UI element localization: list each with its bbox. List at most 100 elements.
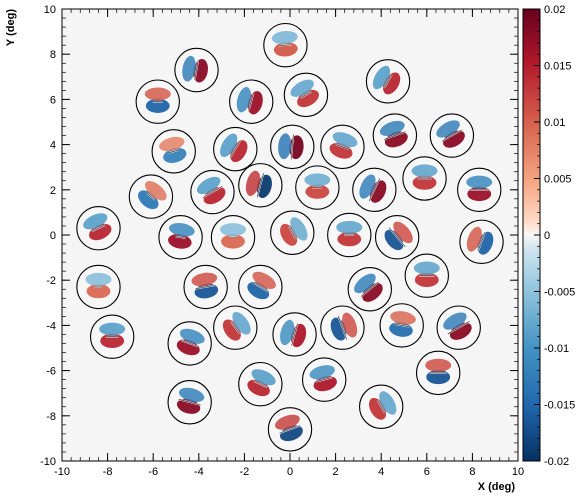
receptive-field-patch [375, 215, 419, 259]
patch-outline [358, 384, 404, 429]
patch-lobe-secondary [182, 55, 196, 82]
orientation-bar [251, 281, 270, 293]
patch-lobe-secondary [220, 223, 246, 237]
orientation-bar [447, 321, 470, 335]
x-tick-label: 6 [424, 466, 430, 478]
patch-outline [167, 321, 212, 366]
patch-outline [352, 167, 397, 213]
receptive-field-patch [284, 73, 328, 117]
patch-outline [263, 22, 308, 68]
patch-lobe-secondary [332, 132, 358, 148]
orientation-bar [279, 425, 301, 434]
y-tick-label: -8 [46, 411, 56, 423]
patch-lobe-primary [256, 174, 272, 199]
patch-lobe-secondary [271, 30, 298, 45]
colorbar: 0.02 0.015 0.01 0.005 0 -0.005 -0.01 -0.015 -0.0… [522, 4, 575, 468]
patch-outline [301, 357, 347, 402]
orientation-bar [202, 186, 223, 198]
patch-lobe-secondary [220, 133, 238, 158]
patch-outline [436, 305, 481, 350]
patch-lobe-primary [414, 272, 439, 287]
receptive-field-patch [272, 312, 317, 357]
y-tick-label: -10 [40, 456, 56, 468]
patch-outline [283, 72, 329, 118]
patch-outline [272, 312, 317, 357]
patch-lobe-secondary [179, 328, 205, 344]
receptive-field-patch [405, 254, 449, 298]
patches-layer [76, 22, 504, 452]
patch-lobe-primary [163, 147, 187, 163]
x-tick-label: 2 [333, 466, 339, 478]
x-tick-label: 10 [512, 466, 524, 478]
orientation-bar [388, 227, 406, 248]
orientation-bar [337, 315, 348, 340]
orientation-bar [175, 236, 186, 239]
receptive-field-patch [373, 113, 417, 158]
patch-outline [128, 174, 174, 219]
receptive-field-patch [158, 215, 203, 259]
orientation-bar [300, 91, 312, 99]
patch-lobe-secondary [144, 87, 171, 101]
patch-lobe-primary [412, 175, 437, 190]
colorbar-tick-label: 0.02 [544, 4, 565, 16]
patch-lobe-secondary [466, 226, 482, 252]
patch-lobe-secondary [393, 221, 413, 244]
orientation-bar [441, 129, 462, 142]
patch-outline [327, 212, 372, 258]
orientation-bar [384, 74, 393, 88]
patch-outline [167, 380, 212, 425]
patch-lobe-secondary [236, 87, 251, 113]
patch-lobe-primary [291, 323, 307, 348]
orientation-bar [194, 60, 199, 80]
receptive-field-patch [270, 211, 314, 255]
orientation-bar [477, 232, 486, 252]
patch-lobe-secondary [169, 222, 195, 237]
patch-lobe-secondary [466, 175, 493, 189]
patch-lobe-secondary [425, 358, 452, 372]
receptive-field-patch [76, 265, 121, 309]
patch-lobe-primary [467, 186, 492, 202]
receptive-field-patch [380, 303, 424, 348]
patch-lobe-secondary [178, 387, 205, 402]
receptive-field-patch [459, 220, 504, 264]
orientation-bar [384, 131, 406, 140]
receptive-field-patch [270, 125, 314, 169]
patch-lobe-primary [247, 91, 263, 115]
patch-outline [365, 59, 411, 104]
receptive-field-patch [348, 267, 392, 311]
patch-outline [320, 124, 365, 170]
patch-lobe-secondary [251, 369, 276, 386]
patch-lobe-secondary [411, 164, 438, 178]
patch-lobe-secondary [145, 181, 167, 201]
orientation-bar [195, 284, 216, 290]
orientation-bar [335, 144, 350, 150]
patch-outline [402, 156, 447, 201]
patch-outline [267, 407, 313, 452]
patch-outline [213, 126, 258, 172]
receptive-field-patch [174, 48, 219, 92]
receptive-field-patch [238, 163, 283, 207]
colorbar-tick-label: -0.02 [544, 456, 569, 468]
orientation-bar [368, 178, 380, 202]
patch-outline [459, 219, 504, 264]
y-tick-label: 6 [50, 94, 56, 106]
receptive-field-patch [90, 315, 134, 359]
patch-outline [372, 113, 418, 158]
patch-lobe-primary [168, 234, 192, 249]
patch-lobe-secondary [354, 273, 376, 294]
receptive-field-patch [211, 215, 255, 259]
receptive-field-patch [129, 174, 173, 219]
patch-lobe-secondary [342, 312, 358, 338]
receptive-field-patch [238, 265, 283, 309]
patch-lobe-primary [176, 398, 201, 414]
patch-lobe-secondary [83, 213, 108, 230]
receptive-field-patch [213, 127, 257, 171]
patch-outline [270, 210, 315, 255]
receptive-field-patch [416, 351, 460, 395]
patch-outline [320, 305, 365, 350]
patch-outline [210, 215, 256, 260]
orientation-bar [146, 193, 155, 201]
orientation-bar [230, 321, 240, 334]
orientation-bar [256, 173, 264, 198]
